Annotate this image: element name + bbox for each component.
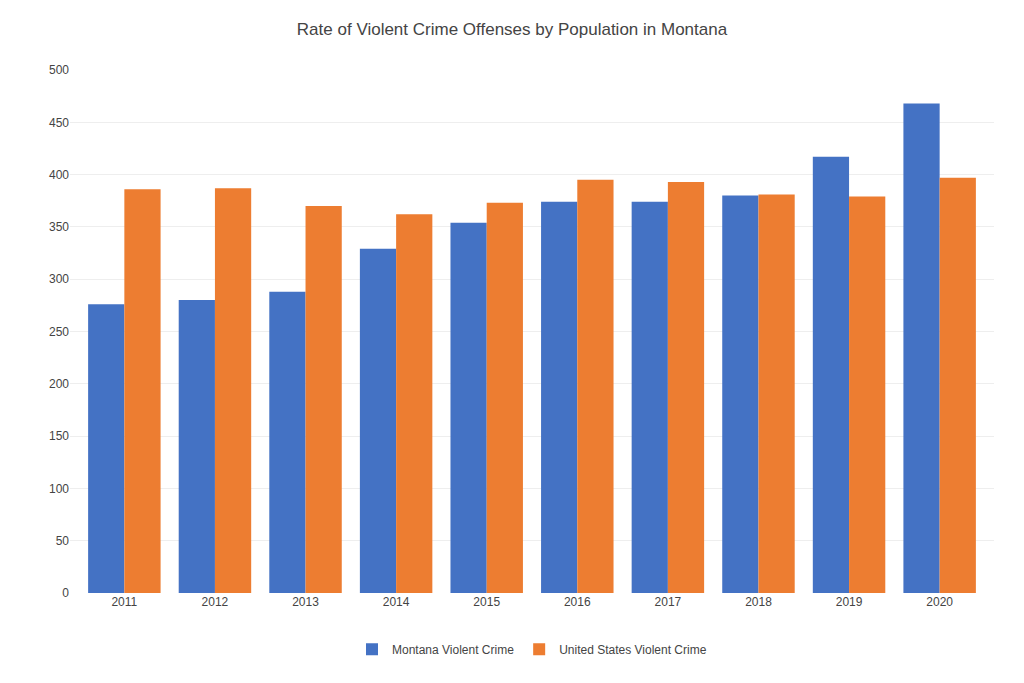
svg-text:2015: 2015 xyxy=(473,595,500,609)
svg-text:2016: 2016 xyxy=(564,595,591,609)
svg-text:400: 400 xyxy=(49,168,69,182)
svg-text:2020: 2020 xyxy=(926,595,953,609)
svg-text:2017: 2017 xyxy=(655,595,682,609)
svg-text:0: 0 xyxy=(62,586,69,600)
svg-text:350: 350 xyxy=(49,220,69,234)
svg-text:2014: 2014 xyxy=(383,595,410,609)
svg-text:United States Violent Crime: United States Violent Crime xyxy=(559,643,707,657)
svg-text:2019: 2019 xyxy=(836,595,863,609)
svg-text:2013: 2013 xyxy=(292,595,319,609)
svg-text:Montana Violent Crime: Montana Violent Crime xyxy=(392,643,514,657)
svg-text:Rate of Violent Crime Offenses: Rate of Violent Crime Offenses by Popula… xyxy=(297,20,728,39)
svg-text:100: 100 xyxy=(49,482,69,496)
svg-text:500: 500 xyxy=(49,63,69,77)
svg-text:150: 150 xyxy=(49,429,69,443)
svg-text:250: 250 xyxy=(49,325,69,339)
svg-text:2012: 2012 xyxy=(202,595,229,609)
svg-text:2011: 2011 xyxy=(111,595,137,609)
svg-text:50: 50 xyxy=(56,534,70,548)
svg-text:2018: 2018 xyxy=(745,595,772,609)
svg-text:300: 300 xyxy=(49,272,69,286)
svg-text:450: 450 xyxy=(49,116,69,130)
svg-text:200: 200 xyxy=(49,377,69,391)
